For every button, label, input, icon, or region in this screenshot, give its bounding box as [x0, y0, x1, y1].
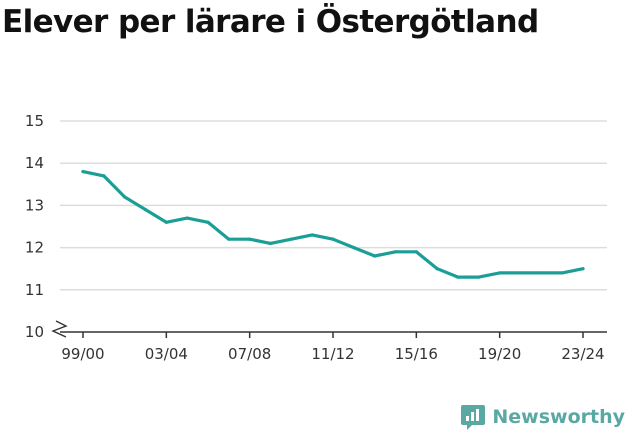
data-point-22/23: [560, 271, 564, 275]
data-point-15/16: [414, 250, 418, 254]
series-line-0: [81, 170, 585, 279]
data-point-11/12: [331, 237, 335, 241]
data-point-00/01: [102, 174, 106, 178]
x-tick-label: 11/12: [311, 345, 354, 363]
data-point-20/21: [518, 271, 523, 275]
data-point-13/14: [373, 254, 377, 258]
data-point-16/17: [435, 267, 439, 271]
y-tick-label-12: 12: [25, 239, 44, 257]
gridlines: [60, 120, 607, 291]
y-tick-label-14: 14: [25, 154, 44, 172]
x-tick-label: 07/08: [228, 345, 271, 363]
data-point-09/10: [289, 237, 293, 241]
data-point-08/09: [268, 241, 273, 245]
data-point-18/19: [477, 275, 481, 279]
x-tick-label: 03/04: [145, 345, 188, 363]
x-axis-tick-labels: 99/00 03/04 07/08 11/12 15/16 19/20 23/24: [61, 332, 605, 363]
x-tick-label: 19/20: [478, 345, 521, 363]
y-tick-label-13: 13: [25, 196, 44, 214]
data-point-01/02: [123, 195, 127, 199]
data-point-02/03: [143, 208, 148, 212]
y-tick-label-10: 10: [25, 323, 44, 341]
data-point-05/06: [206, 220, 210, 224]
data-point-12/13: [352, 246, 356, 250]
chart-title: Elever per lärare i Östergötland: [2, 4, 539, 40]
x-axis: [51, 320, 607, 338]
data-point-10/11: [310, 233, 314, 237]
y-tick-label-11: 11: [25, 281, 44, 299]
data-point-14/15: [393, 250, 398, 254]
data-point-21/22: [539, 271, 543, 275]
data-point-17/18: [456, 275, 460, 279]
brand-name: Newsworthy: [492, 406, 625, 428]
data-point-06/07: [227, 237, 231, 241]
data-point-99/00: [81, 170, 85, 174]
data-point-19/20: [498, 271, 502, 275]
data-point-04/05: [185, 216, 189, 220]
newsworthy-logo-icon: [461, 405, 486, 430]
brand: Newsworthy: [460, 403, 625, 431]
x-tick-label: 15/16: [395, 345, 438, 363]
x-tick-label: 23/24: [561, 345, 604, 363]
data-point-23/24: [581, 267, 585, 271]
series-layer: [81, 170, 585, 279]
data-point-03/04: [164, 220, 168, 224]
data-point-07/08: [248, 237, 252, 241]
axis-break-icon: [51, 320, 68, 338]
y-axis-tick-labels: 10 11 12 13 14 15: [25, 112, 44, 341]
y-tick-label-15: 15: [25, 112, 44, 130]
x-tick-label: 99/00: [61, 345, 104, 363]
